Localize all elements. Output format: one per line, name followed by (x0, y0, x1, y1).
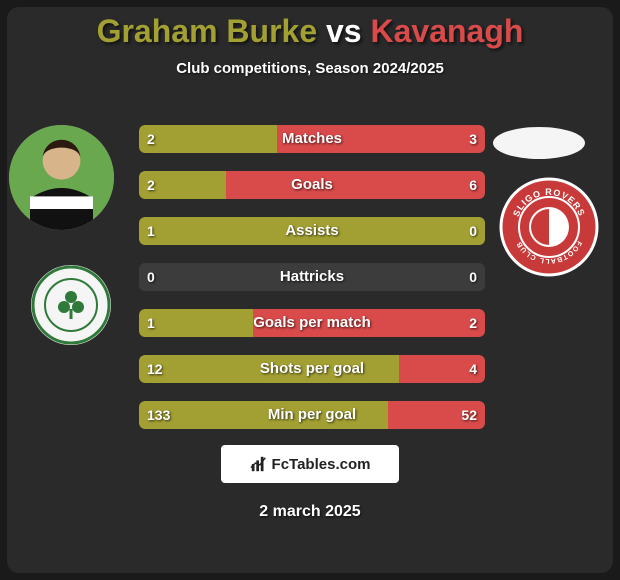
stat-label: Matches (139, 125, 485, 153)
stat-row: 26Goals (139, 171, 485, 199)
comparison-card: Graham Burke vs Kavanagh Club competitio… (7, 7, 613, 573)
page-title: Graham Burke vs Kavanagh (7, 7, 613, 50)
stats-container: 23Matches 26Goals 10Assists 00Hattricks 12Go… (139, 125, 485, 447)
stat-row: 124Shots per goal (139, 355, 485, 383)
stat-row: 00Hattricks (139, 263, 485, 291)
shamrock-badge-icon (31, 265, 111, 345)
title-player-right: Kavanagh (370, 13, 523, 49)
stat-row: 10Assists (139, 217, 485, 245)
stat-label: Assists (139, 217, 485, 245)
subtitle: Club competitions, Season 2024/2025 (7, 60, 613, 77)
stat-label: Goals (139, 171, 485, 199)
player-right-photo (493, 127, 585, 159)
fctables-watermark: FcTables.com (221, 445, 399, 483)
stat-label: Shots per goal (139, 355, 485, 383)
stat-label: Min per goal (139, 401, 485, 429)
sligo-badge-icon: SLIGO ROVERS FOOTBALL CLUB (499, 177, 599, 277)
stat-label: Hattricks (139, 263, 485, 291)
player-silhouette-icon (9, 125, 114, 230)
stat-label: Goals per match (139, 309, 485, 337)
club-right-badge: SLIGO ROVERS FOOTBALL CLUB (499, 177, 599, 277)
club-left-badge (31, 265, 111, 345)
fctables-label: FcTables.com (272, 456, 371, 473)
chart-icon (250, 455, 268, 473)
title-player-left: Graham Burke (97, 13, 318, 49)
stat-row: 13352Min per goal (139, 401, 485, 429)
stat-row: 12Goals per match (139, 309, 485, 337)
title-vs: vs (317, 13, 370, 49)
date-label: 2 march 2025 (7, 503, 613, 521)
player-left-photo (9, 125, 114, 230)
stat-row: 23Matches (139, 125, 485, 153)
